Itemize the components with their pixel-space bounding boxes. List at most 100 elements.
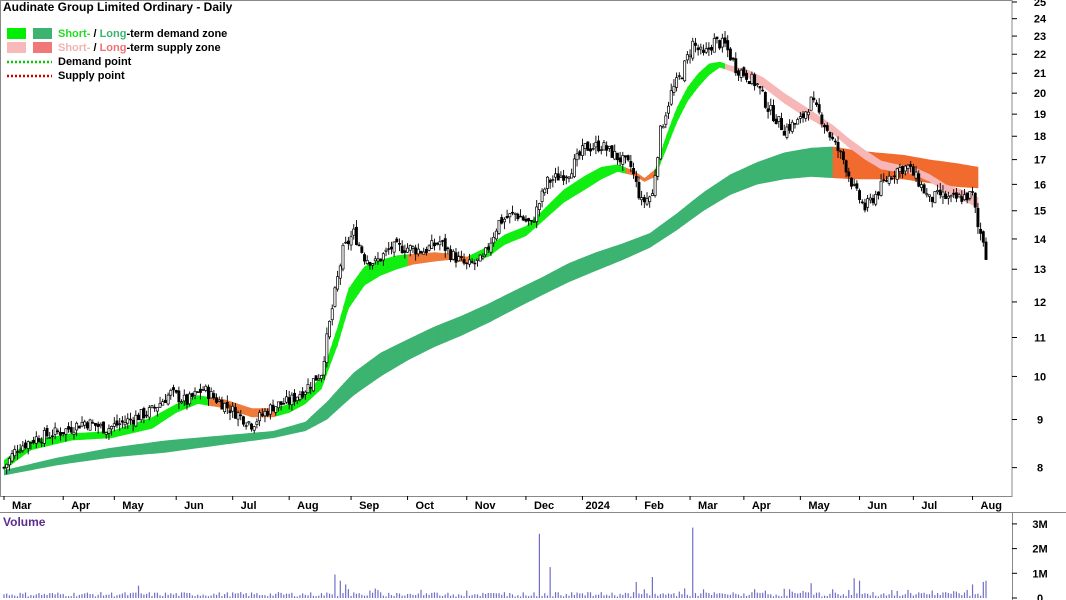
long-term-zone-segment	[421, 331, 425, 354]
month-axis: Mar Apr May Jun Jul Aug Sep Oct Nov Dec 2024 Feb Mar…	[3, 496, 1002, 512]
candle-down	[911, 166, 915, 176]
candle-up	[769, 105, 773, 111]
month-tick-label: Jun	[868, 500, 888, 512]
long-term-zone-segment	[238, 433, 242, 443]
long-term-zone-segment	[644, 234, 648, 251]
candle-down	[379, 258, 383, 262]
month-tick-label: Sep	[359, 500, 379, 512]
candle-down	[728, 48, 732, 61]
long-term-zone-segment	[308, 416, 312, 430]
candle-up	[406, 247, 410, 253]
candle-up	[492, 236, 496, 244]
candle-up	[244, 425, 248, 427]
candle-down	[69, 427, 73, 433]
price-panel-border	[0, 0, 1013, 497]
candle-up	[467, 259, 471, 265]
candle-up	[320, 375, 323, 379]
long-term-zone-segment	[590, 253, 594, 274]
legend-text-part: Short-	[58, 28, 91, 40]
candle-up	[669, 90, 673, 105]
long-term-zone-segment	[579, 257, 583, 278]
long-term-zone-segment	[388, 347, 392, 372]
long-term-zone-segment	[953, 162, 957, 187]
long-term-zone-segment	[106, 448, 110, 459]
candle-up	[416, 248, 420, 255]
long-term-zone-segment	[614, 245, 618, 264]
short-term-zone-segment	[60, 434, 64, 444]
long-term-zone-segment	[638, 236, 643, 253]
candle-down	[871, 198, 875, 204]
long-term-zone-segment	[794, 150, 799, 179]
short-term-zone-segment	[838, 129, 842, 141]
candle-down	[696, 47, 700, 51]
long-term-zone-segment	[951, 162, 955, 187]
candle-down	[793, 123, 797, 125]
long-term-zone-segment	[20, 465, 24, 473]
candle-down	[446, 247, 450, 250]
candle-up	[438, 241, 442, 246]
candle-down	[954, 192, 958, 199]
short-term-zone-segment	[421, 253, 425, 264]
candle-down	[419, 251, 423, 254]
long-term-zone-segment	[512, 290, 516, 311]
short-term-zone-segment	[765, 79, 769, 92]
short-term-zone-segment	[832, 125, 836, 137]
legend-entry: Short- / Long-term supply zone	[58, 42, 221, 54]
candle-down	[710, 47, 714, 51]
long-term-zone-segment	[232, 434, 236, 444]
long-term-zone-segment	[192, 437, 196, 449]
short-term-zone-segment	[119, 427, 123, 437]
short-term-zone-segment	[283, 404, 287, 415]
short-term-zone-segment	[154, 414, 158, 427]
candle-down	[556, 173, 560, 181]
long-term-zone-segment	[445, 321, 449, 343]
candle-down	[960, 196, 964, 202]
short-term-zone-segment	[644, 175, 648, 182]
long-term-zone-segment	[195, 437, 199, 449]
short-term-zone-segment	[840, 131, 844, 144]
short-term-zone-segment	[168, 406, 172, 418]
short-term-zone-segment	[676, 102, 680, 123]
long-term-zone-segment	[114, 446, 118, 458]
long-term-zone-segment	[536, 278, 540, 298]
short-term-zone-segment	[361, 266, 365, 290]
short-term-zone-segment	[711, 62, 715, 74]
candle-up	[554, 173, 557, 178]
candle-up	[963, 194, 966, 201]
long-term-zone-segment	[482, 304, 486, 326]
long-term-zone-segment	[30, 463, 34, 471]
long-term-zone-segment	[44, 460, 48, 468]
short-term-zone-segment	[722, 62, 726, 70]
long-term-zone-segment	[423, 330, 427, 353]
long-term-zone-segment	[539, 277, 543, 297]
candle-down	[172, 387, 175, 391]
candle-down	[225, 401, 229, 408]
long-term-zone-segment	[961, 164, 965, 188]
short-term-zone-segment	[786, 94, 790, 108]
candle-up	[476, 258, 479, 261]
candle-up	[317, 378, 321, 381]
short-term-zone-segment	[512, 230, 516, 242]
short-term-zone-segment	[778, 89, 782, 102]
long-term-zone-segment	[593, 252, 597, 272]
candle-up	[583, 143, 587, 149]
candle-down	[29, 442, 33, 444]
long-term-zone-segment	[178, 439, 182, 451]
short-term-zone-segment	[326, 350, 330, 374]
short-term-zone-segment	[399, 254, 403, 269]
short-term-zone-segment	[700, 68, 704, 85]
long-term-zone-segment	[455, 316, 460, 338]
short-term-zone-segment	[493, 240, 497, 253]
candle-up	[497, 219, 501, 234]
short-term-zone-segment	[434, 252, 438, 262]
long-term-zone-segment	[431, 326, 435, 349]
candle-down	[820, 114, 824, 125]
candle-up	[551, 179, 555, 181]
short-term-zone-segment	[760, 75, 764, 88]
candle-up	[411, 246, 415, 249]
candle-up	[371, 263, 375, 266]
candle-up	[971, 191, 974, 193]
candle-down	[185, 394, 189, 405]
candle-up	[352, 228, 356, 236]
long-term-zone-segment	[687, 202, 691, 223]
